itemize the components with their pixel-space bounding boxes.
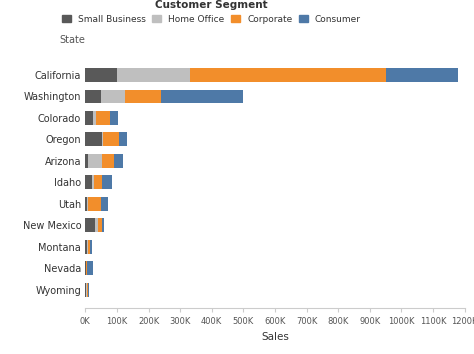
- Bar: [89, 154, 102, 168]
- Bar: [102, 132, 103, 146]
- Bar: [101, 90, 125, 103]
- Legend: Small Business, Home Office, Corporate, Consumer: Small Business, Home Office, Corporate, …: [62, 0, 361, 23]
- Bar: [96, 111, 109, 125]
- Bar: [85, 218, 95, 232]
- Bar: [93, 111, 96, 125]
- Bar: [119, 132, 127, 146]
- Bar: [85, 90, 101, 103]
- Bar: [85, 111, 93, 125]
- Bar: [101, 197, 108, 211]
- Bar: [88, 197, 101, 211]
- Bar: [109, 111, 118, 125]
- Bar: [102, 175, 112, 189]
- Bar: [88, 240, 91, 254]
- Bar: [85, 282, 86, 297]
- Bar: [161, 90, 243, 103]
- Bar: [102, 154, 114, 168]
- Bar: [190, 68, 385, 82]
- Bar: [98, 218, 102, 232]
- Bar: [85, 261, 86, 275]
- Bar: [95, 218, 98, 232]
- Bar: [87, 282, 88, 297]
- Bar: [85, 175, 92, 189]
- Text: State: State: [59, 35, 85, 45]
- X-axis label: Sales: Sales: [261, 332, 289, 342]
- Bar: [85, 240, 87, 254]
- Bar: [87, 240, 88, 254]
- Bar: [87, 261, 92, 275]
- Bar: [85, 132, 102, 146]
- Bar: [102, 218, 104, 232]
- Bar: [385, 68, 458, 82]
- Bar: [88, 282, 89, 297]
- Bar: [117, 68, 190, 82]
- Bar: [87, 197, 88, 211]
- Bar: [92, 175, 93, 189]
- Bar: [93, 175, 102, 189]
- Bar: [85, 197, 87, 211]
- Bar: [85, 68, 117, 82]
- Bar: [125, 90, 161, 103]
- Bar: [114, 154, 123, 168]
- Bar: [85, 154, 89, 168]
- Bar: [103, 132, 119, 146]
- Bar: [86, 261, 87, 275]
